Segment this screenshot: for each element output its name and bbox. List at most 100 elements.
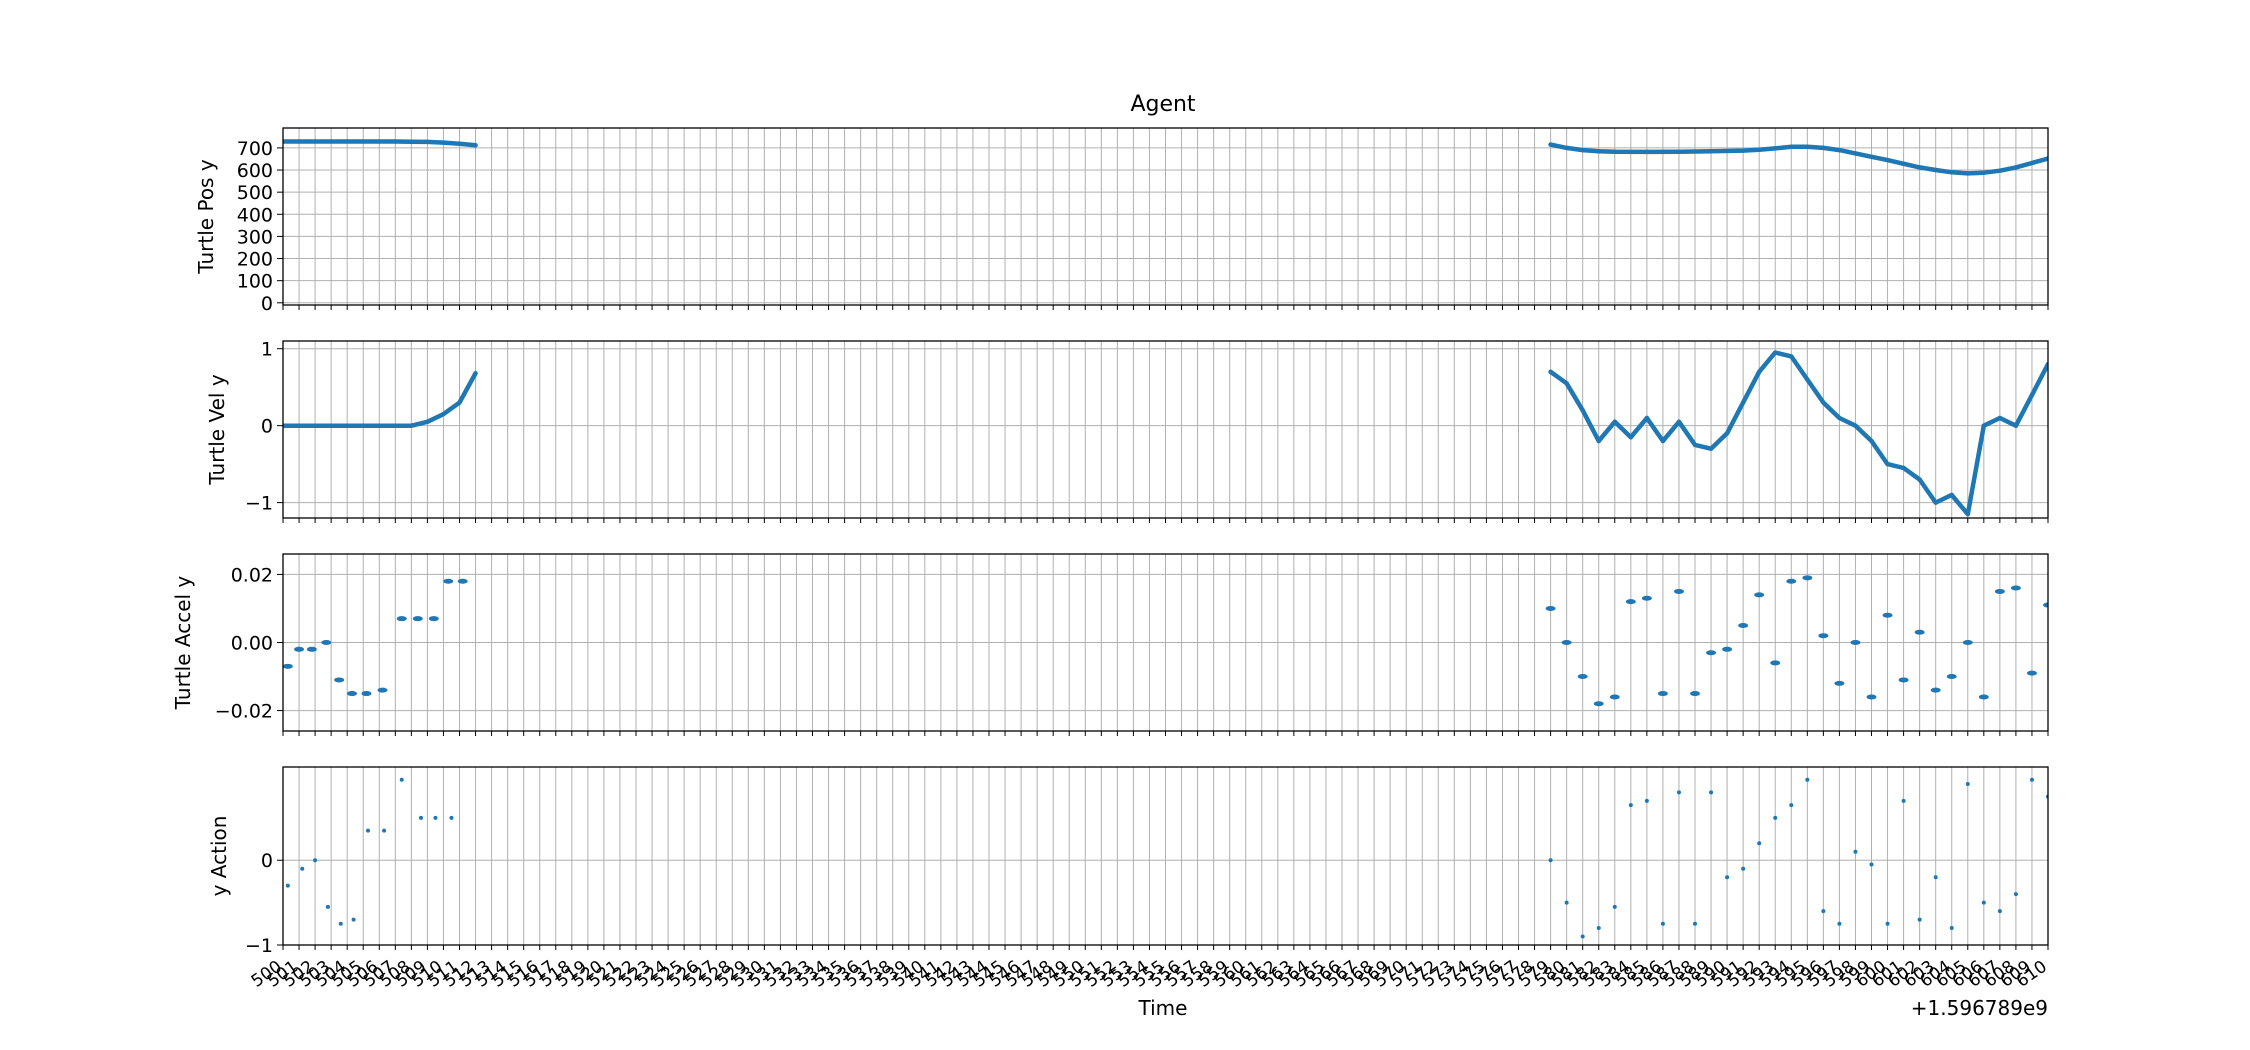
- figure-title: Agent: [1130, 92, 1195, 117]
- y-tick-label: 0: [261, 293, 273, 315]
- panel-turtle-vel-y: −1 0 1 Turtle Vel y: [205, 339, 2049, 523]
- data-point: [1580, 934, 1585, 939]
- data-point: [294, 646, 305, 652]
- data-point: [1882, 612, 1893, 618]
- data-point: [409, 423, 414, 428]
- data-point: [1660, 921, 1665, 926]
- data-point: [1545, 605, 1556, 611]
- y-axis-label: Turtle Pos y: [194, 159, 218, 275]
- data-point: [1933, 500, 1938, 505]
- data-point: [1837, 921, 1842, 926]
- data-point: [441, 411, 446, 417]
- data-point: [1612, 149, 1617, 154]
- data-point: [1834, 680, 1845, 686]
- data-point: [325, 904, 330, 909]
- data-point: [443, 578, 454, 584]
- data-point: [425, 139, 430, 145]
- data-point: [2029, 160, 2035, 166]
- data-point: [1724, 431, 1730, 436]
- data-point: [377, 423, 382, 428]
- data-point: [321, 640, 332, 645]
- data-point: [338, 921, 343, 926]
- data-point: [1866, 694, 1877, 700]
- y-axis-label: y Action: [207, 816, 231, 897]
- axes-frame: [282, 766, 2049, 946]
- data-point: [1676, 419, 1682, 425]
- data-point: [1676, 149, 1682, 154]
- data-point: [328, 139, 334, 144]
- data-point: [428, 616, 439, 622]
- data-point: [1869, 862, 1874, 867]
- data-point: [1754, 592, 1765, 598]
- data-point: [1708, 149, 1714, 154]
- data-point: [1740, 400, 1746, 405]
- data-point: [1917, 477, 1922, 482]
- data-point: [1981, 423, 1987, 428]
- data-point: [1740, 148, 1746, 153]
- data-point: [1805, 144, 1810, 150]
- data-point: [1564, 145, 1569, 151]
- data-point: [1580, 147, 1585, 153]
- data-point: [457, 141, 462, 146]
- data-point: [1548, 142, 1553, 147]
- x-axis-label: Time: [1138, 996, 1188, 1020]
- data-point: [1949, 926, 1954, 931]
- data-point: [1789, 144, 1794, 150]
- data-point: [1641, 595, 1652, 601]
- data-point: [1738, 622, 1749, 628]
- y-tick-label: 400: [237, 204, 273, 226]
- data-point: [1596, 926, 1601, 931]
- data-point: [1770, 660, 1781, 666]
- data-point: [1997, 168, 2003, 173]
- y-tick-label: 700: [237, 138, 273, 160]
- data-point: [1994, 588, 2005, 594]
- y-tick-label: 1: [261, 339, 273, 361]
- data-point: [2043, 602, 2048, 608]
- y-tick-label: −1: [245, 493, 273, 515]
- data-point: [1933, 167, 1938, 173]
- data-point: [1548, 858, 1553, 863]
- data-point: [2013, 892, 2018, 897]
- data-point: [457, 578, 468, 584]
- data-point: [1869, 154, 1874, 159]
- data-point: [1885, 921, 1890, 926]
- data-point: [1693, 921, 1697, 926]
- data-point: [344, 139, 350, 144]
- data-point: [1706, 650, 1717, 656]
- data-point: [1981, 900, 1986, 905]
- data-point: [1997, 909, 2002, 914]
- series-group: [283, 350, 2048, 517]
- data-point: [1965, 781, 1970, 786]
- data-point: [344, 423, 350, 428]
- data-point: [1673, 588, 1684, 594]
- series-line: [1548, 350, 2048, 517]
- data-point: [1821, 909, 1826, 914]
- x-axis-offset: +1.596789e9: [1911, 996, 2048, 1020]
- data-point: [441, 140, 446, 145]
- data-point: [418, 815, 423, 820]
- y-tick-label: 0.02: [231, 564, 273, 586]
- data-point: [300, 866, 305, 871]
- data-point: [409, 139, 414, 144]
- data-point: [351, 917, 356, 922]
- data-point: [283, 663, 293, 669]
- y-tick-label: 100: [237, 271, 273, 293]
- y-tick-label: 500: [237, 182, 273, 204]
- data-point: [1708, 446, 1714, 451]
- data-point: [1981, 170, 1987, 175]
- data-point: [1933, 875, 1938, 880]
- data-point: [1930, 687, 1941, 693]
- data-point: [361, 139, 366, 144]
- y-tick-label: 0: [261, 850, 273, 872]
- data-point: [1962, 640, 1973, 645]
- data-point: [1757, 841, 1762, 846]
- data-point: [1628, 434, 1634, 440]
- data-point: [334, 677, 345, 683]
- data-point: [1690, 691, 1700, 697]
- data-point: [361, 691, 372, 697]
- data-point: [377, 139, 382, 144]
- data-point: [1564, 900, 1569, 905]
- data-point: [377, 687, 388, 693]
- y-tick-label: 0: [261, 416, 273, 438]
